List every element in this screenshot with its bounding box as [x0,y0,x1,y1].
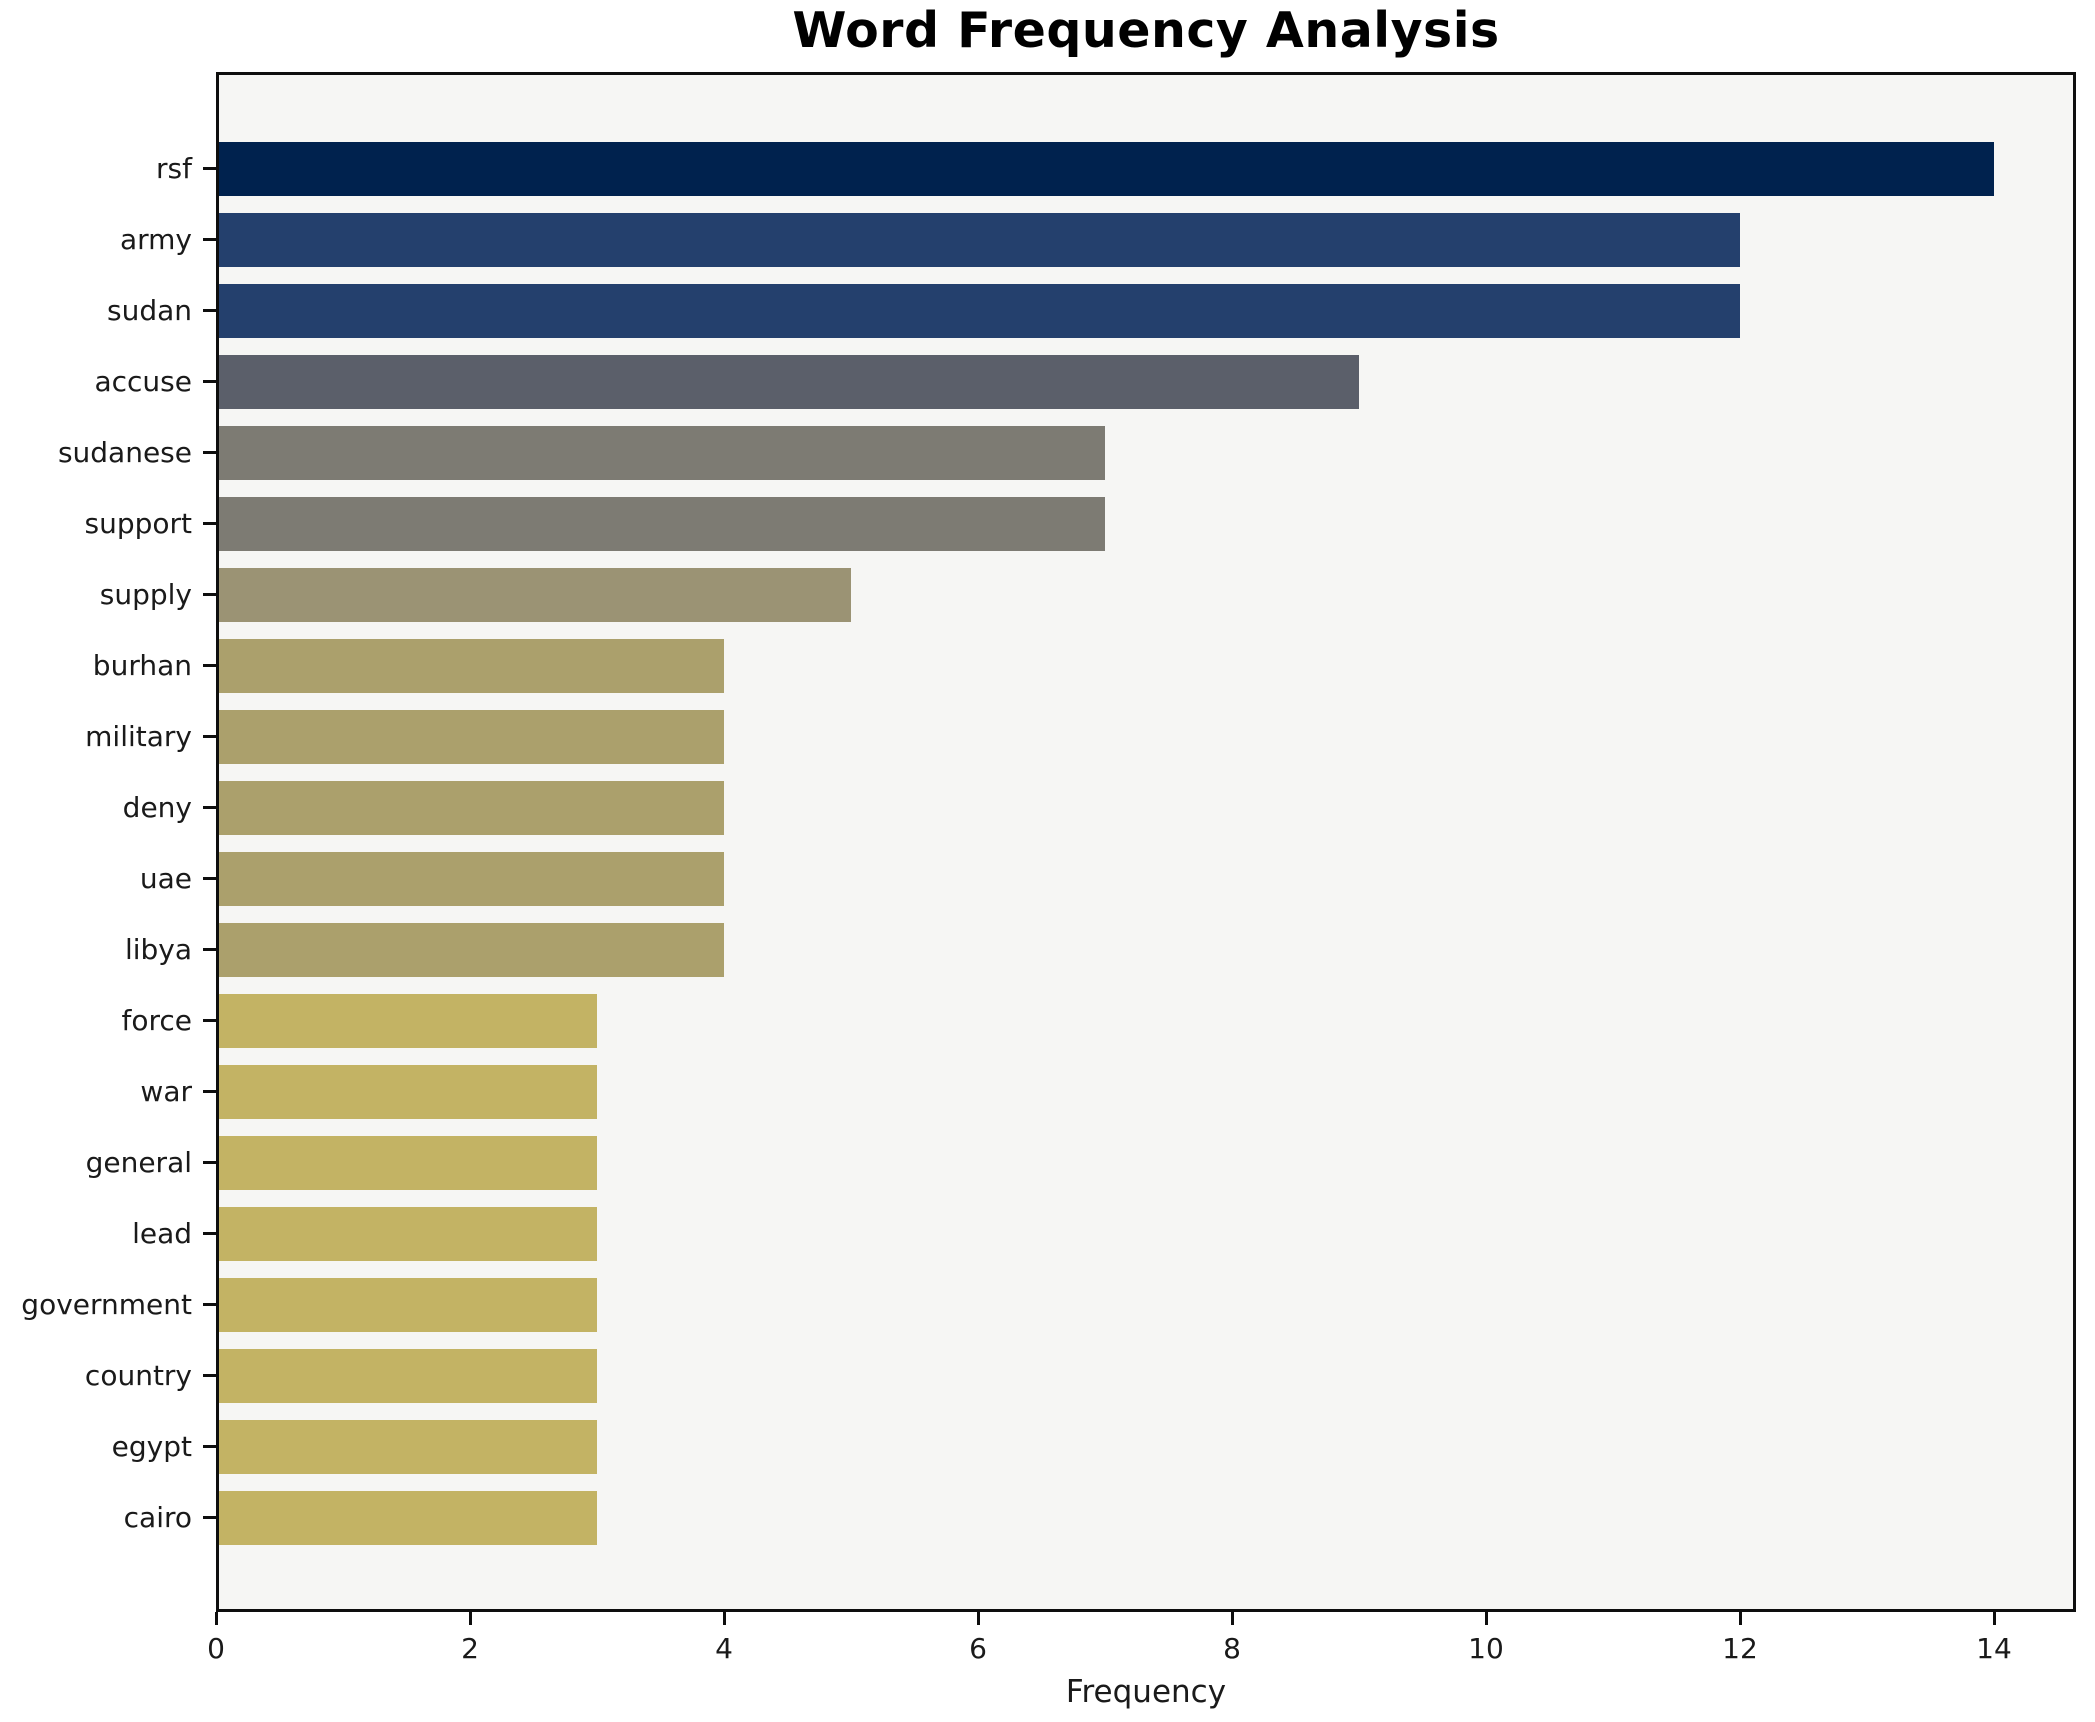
x-tick-label-12: 12 [1722,1632,1758,1665]
x-tick-label-2: 2 [461,1632,479,1665]
chart-title: Word Frequency Analysis [792,2,1500,59]
x-tick-label-10: 10 [1468,1632,1504,1665]
y-tick-label-general: general [85,1146,192,1179]
bar-sudan [216,283,1740,338]
bar-army [216,212,1740,267]
bar-uae [216,851,724,906]
y-tick-mark [203,309,216,312]
x-tick-mark [1992,1612,1996,1625]
bar-country [216,1348,597,1403]
y-tick-mark [203,380,216,383]
x-tick-mark [214,1612,218,1625]
x-tick-label-8: 8 [1223,1632,1241,1665]
y-tick-mark [203,451,216,454]
y-tick-mark [203,1161,216,1164]
y-tick-label-uae: uae [139,862,192,895]
y-tick-label-war: war [140,1075,192,1108]
y-tick-label-burhan: burhan [92,649,192,682]
y-tick-mark [203,877,216,880]
y-tick-label-force: force [121,1004,192,1037]
bar-libya [216,922,724,977]
y-tick-label-support: support [84,507,192,540]
y-tick-label-accuse: accuse [94,365,192,398]
x-tick-mark [468,1612,472,1625]
y-tick-label-sudan: sudan [106,294,192,327]
x-tick-mark [1738,1612,1742,1625]
x-tick-mark [722,1612,726,1625]
y-tick-mark [203,1019,216,1022]
bar-deny [216,780,724,835]
y-tick-mark [203,522,216,525]
y-tick-label-lead: lead [132,1217,192,1250]
bar-lead [216,1206,597,1261]
y-tick-mark [203,1374,216,1377]
x-tick-mark [976,1612,980,1625]
y-tick-label-libya: libya [124,933,192,966]
bar-cairo [216,1490,597,1545]
y-tick-mark [203,1090,216,1093]
y-tick-label-military: military [85,720,192,753]
bar-egypt [216,1419,597,1474]
x-tick-label-0: 0 [207,1632,225,1665]
bar-burhan [216,638,724,693]
y-tick-mark [203,1232,216,1235]
bar-support [216,496,1105,551]
bar-military [216,709,724,764]
y-tick-mark [203,948,216,951]
y-tick-mark [203,1445,216,1448]
bar-supply [216,567,851,622]
y-tick-mark [203,1303,216,1306]
bar-sudanese [216,425,1105,480]
bar-war [216,1064,597,1119]
y-tick-label-army: army [119,223,192,256]
y-tick-label-rsf: rsf [156,152,192,185]
bar-government [216,1277,597,1332]
y-tick-label-supply: supply [99,578,192,611]
x-tick-label-6: 6 [969,1632,987,1665]
x-tick-label-4: 4 [715,1632,733,1665]
y-tick-mark [203,167,216,170]
y-tick-mark [203,593,216,596]
y-tick-mark [203,1516,216,1519]
y-tick-mark [203,664,216,667]
y-tick-label-country: country [84,1359,192,1392]
x-tick-mark [1484,1612,1488,1625]
y-tick-mark [203,238,216,241]
bar-rsf [216,141,1994,196]
y-tick-label-sudanese: sudanese [57,436,192,469]
bar-force [216,993,597,1048]
y-tick-label-egypt: egypt [111,1430,192,1463]
bar-accuse [216,354,1359,409]
y-tick-label-deny: deny [122,791,192,824]
y-tick-label-cairo: cairo [123,1501,192,1534]
y-tick-mark [203,806,216,809]
x-axis-title: Frequency [1065,1674,1227,1710]
x-tick-label-14: 14 [1976,1632,2012,1665]
x-tick-mark [1230,1612,1234,1625]
y-tick-label-government: government [21,1288,192,1321]
bar-general [216,1135,597,1190]
y-tick-mark [203,735,216,738]
